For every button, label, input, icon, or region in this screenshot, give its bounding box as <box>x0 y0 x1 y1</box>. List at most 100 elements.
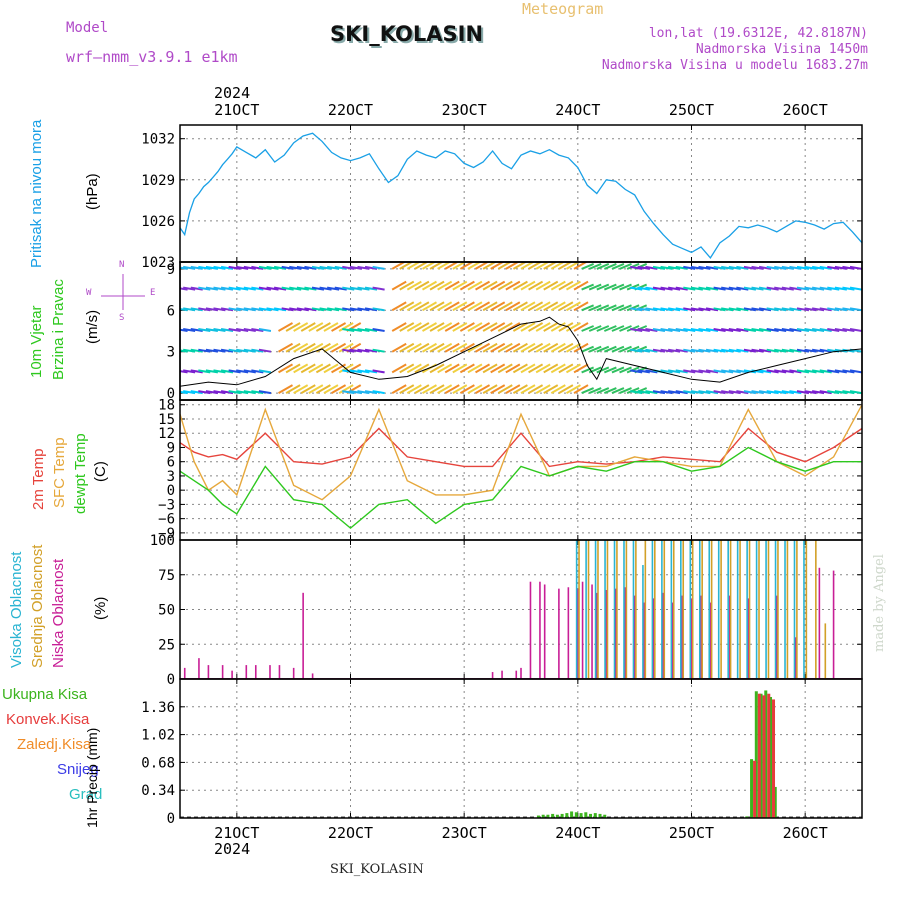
wind-barb <box>300 342 316 353</box>
precip-conv-bar <box>762 695 766 818</box>
wind-barb <box>182 286 196 291</box>
wind-barb <box>391 322 407 332</box>
day-label-top: 26OCT <box>783 101 828 119</box>
wind-barb <box>535 301 551 312</box>
wind-barb <box>550 280 566 291</box>
wind-barb <box>705 348 719 353</box>
wind-barb <box>258 286 272 291</box>
wind-barb <box>774 265 787 270</box>
wind-barb <box>758 286 772 291</box>
wind-barb <box>357 307 370 312</box>
wind-barb <box>180 390 188 395</box>
wind-barb <box>690 390 704 395</box>
wind-barb <box>827 286 840 291</box>
wind-barb <box>243 369 256 374</box>
wind-barb <box>243 307 256 312</box>
cloud-grid: 0 25 50 75 100 <box>150 533 862 688</box>
wind-barb <box>342 390 355 395</box>
wind-barb <box>198 369 211 374</box>
wind-barb <box>406 301 422 312</box>
wind-barb <box>482 363 498 374</box>
temp-2m-line <box>179 427 863 468</box>
precip-conv-bar <box>757 693 761 818</box>
precip-ytick-label: 1.36 <box>141 700 175 716</box>
wind-barb <box>743 286 757 291</box>
wind-barb <box>243 348 256 353</box>
wind-barb <box>258 328 272 332</box>
wind-barb <box>849 390 862 395</box>
wind-barb <box>243 265 256 270</box>
cloud-low-label: Niska Oblacnost <box>50 558 67 668</box>
wind-barb <box>497 301 513 312</box>
wind-barb <box>406 322 422 332</box>
wind-barb <box>293 322 309 332</box>
wind-barb <box>827 369 840 374</box>
wind-barb <box>565 280 581 291</box>
wind-barb <box>796 265 810 270</box>
wind-barb <box>528 342 544 353</box>
wind-barb <box>781 286 794 291</box>
wind-barb <box>482 322 498 332</box>
wind-barb <box>588 325 602 332</box>
precip-conv-bar <box>772 699 776 818</box>
wind-barb <box>637 286 650 291</box>
wind-barb <box>490 322 506 332</box>
wind-barb <box>827 265 840 270</box>
wind-barb <box>728 265 741 270</box>
wind-barb <box>331 384 347 394</box>
wind-barb <box>512 363 528 374</box>
wind-barb <box>596 283 610 291</box>
wind-barb <box>811 348 825 353</box>
elevation-label: Nadmorska Visina 1450m <box>695 42 868 57</box>
wind-barb <box>475 280 491 291</box>
wind-barb <box>573 322 589 332</box>
wind-barb <box>698 307 711 312</box>
wind-barb <box>452 384 468 394</box>
wind-barb <box>781 265 794 270</box>
wind-barb <box>236 286 249 291</box>
wind-barb <box>660 369 673 374</box>
wind-barb <box>421 301 437 312</box>
wind-barb <box>349 369 363 374</box>
wind-barb <box>819 286 832 291</box>
wind-barb <box>558 384 574 394</box>
wind-barb <box>198 307 211 312</box>
wind-barb <box>652 328 666 332</box>
pressure-line <box>179 132 863 259</box>
wind-barb <box>505 342 521 353</box>
wind-barb <box>758 390 772 395</box>
wind-barb <box>736 265 749 270</box>
wind-barb <box>667 328 681 332</box>
wind-barb <box>266 307 279 312</box>
wind-barb <box>459 322 475 332</box>
wind-barb <box>391 384 407 394</box>
wind-barb <box>512 322 528 332</box>
wind-barb <box>205 286 219 291</box>
wind-barb <box>705 328 719 332</box>
wind-barb <box>459 384 475 394</box>
wind-barb <box>581 366 595 374</box>
wind-barb <box>565 342 581 353</box>
wind-barb <box>751 307 764 312</box>
wind-barb <box>281 307 294 312</box>
wind-barb <box>414 363 430 374</box>
precip-ytick-label: 0.68 <box>141 755 175 771</box>
wind-barb <box>758 369 772 374</box>
wind-barb <box>543 280 559 291</box>
wind-barb <box>535 280 551 291</box>
wind-barb <box>236 348 249 353</box>
wind-barb <box>228 369 241 374</box>
wind-barb <box>228 265 241 270</box>
wind-barb <box>683 307 696 312</box>
wind-barb <box>319 307 332 312</box>
wind-barb <box>667 348 681 353</box>
wind-barb <box>796 348 810 353</box>
wind-barb <box>505 322 521 332</box>
wind-barb <box>781 307 794 312</box>
wind-barb <box>357 265 370 270</box>
wind-barb <box>751 348 764 353</box>
wind-barb <box>190 348 203 353</box>
wind-barb <box>596 387 610 395</box>
